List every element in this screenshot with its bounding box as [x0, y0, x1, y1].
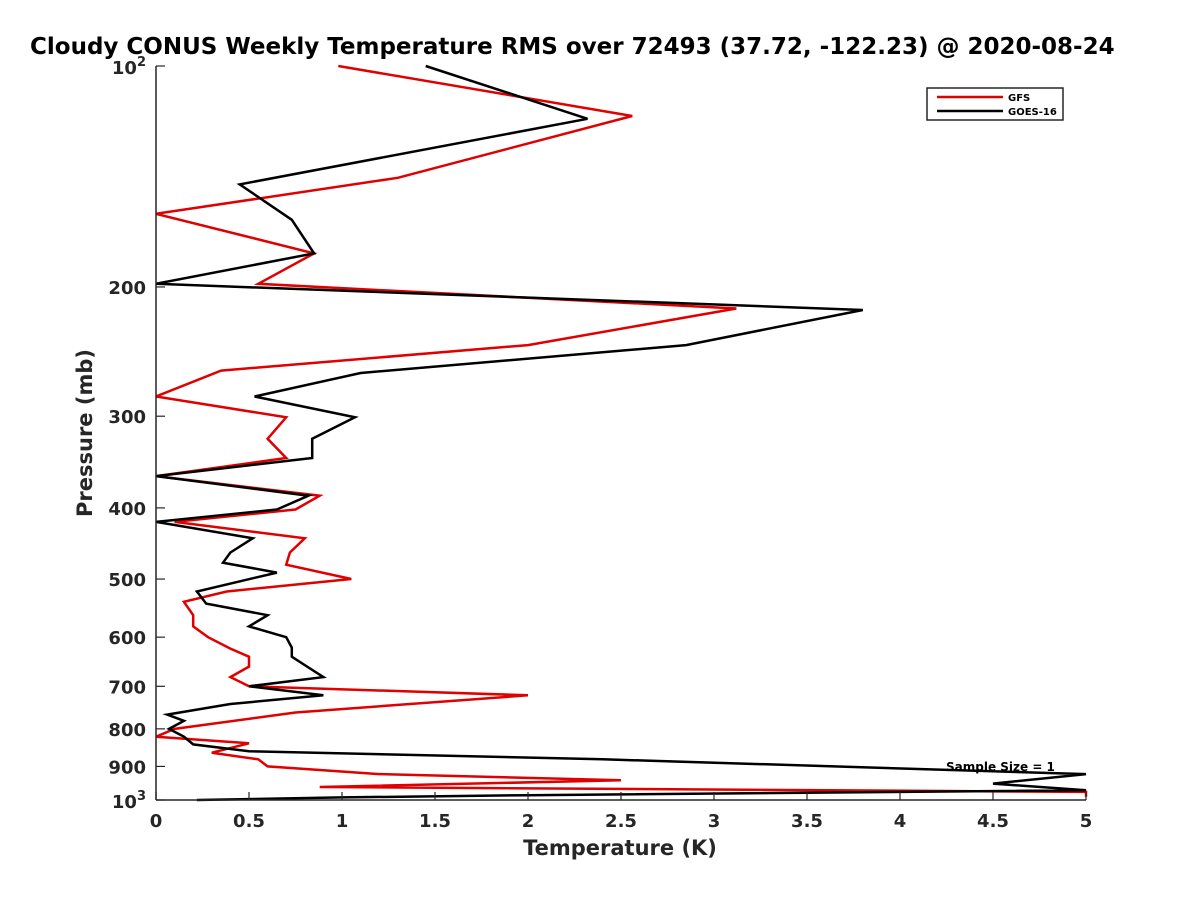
y-tick-label: 300 [108, 407, 146, 428]
y-tick-label: 400 [108, 499, 146, 520]
y-tick-label-pow-high-base: 10 [112, 792, 137, 813]
y-tick-label: 200 [108, 278, 146, 299]
y-tick-label-pow-low-exp: 2 [137, 55, 146, 70]
y-tick-label: 900 [108, 757, 146, 778]
y-axis-label: Pressure (mb) [73, 349, 97, 517]
y-tick-label: 500 [108, 570, 146, 591]
x-tick-label: 4 [894, 811, 907, 832]
y-tick-label: 700 [108, 677, 146, 698]
series-line-goes-16 [156, 64, 1087, 802]
x-tick-label: 3 [708, 811, 721, 832]
series-line-gfs [156, 64, 1088, 797]
x-axis-label: Temperature (K) [523, 836, 717, 860]
legend: GFS GOES-16 [926, 87, 1064, 121]
y-tick-label-pow-low-base: 10 [112, 58, 137, 79]
axes-layer [155, 65, 1087, 801]
y-tick-label: 800 [108, 720, 146, 741]
chart-title: Cloudy CONUS Weekly Temperature RMS over… [30, 34, 1115, 60]
x-tick-label: 0.5 [233, 811, 265, 832]
x-tick-label: 4.5 [977, 811, 1009, 832]
legend-box [926, 87, 1064, 121]
legend-label-gfs: GFS [1008, 93, 1030, 104]
x-tick-label: 3.5 [791, 811, 823, 832]
x-tick-label: 0 [150, 811, 163, 832]
y-tick-label-pow-high-exp: 3 [137, 789, 146, 804]
y-tick-label-pow-high: 103 [112, 789, 146, 813]
text-layer: Cloudy CONUS Weekly Temperature RMS over… [30, 34, 1115, 860]
x-tick-label: 1.5 [419, 811, 451, 832]
x-tick-label: 5 [1080, 811, 1093, 832]
sample-size-annotation: Sample Size = 1 [946, 760, 1055, 774]
x-tick-label: 1 [336, 811, 349, 832]
y-tick-label: 600 [108, 628, 146, 649]
x-tick-label: 2 [522, 811, 535, 832]
legend-label-goes-16: GOES-16 [1008, 107, 1057, 118]
series-layer [156, 64, 1088, 802]
y-tick-label-pow-low: 102 [112, 55, 146, 79]
x-tick-label: 2.5 [605, 811, 637, 832]
